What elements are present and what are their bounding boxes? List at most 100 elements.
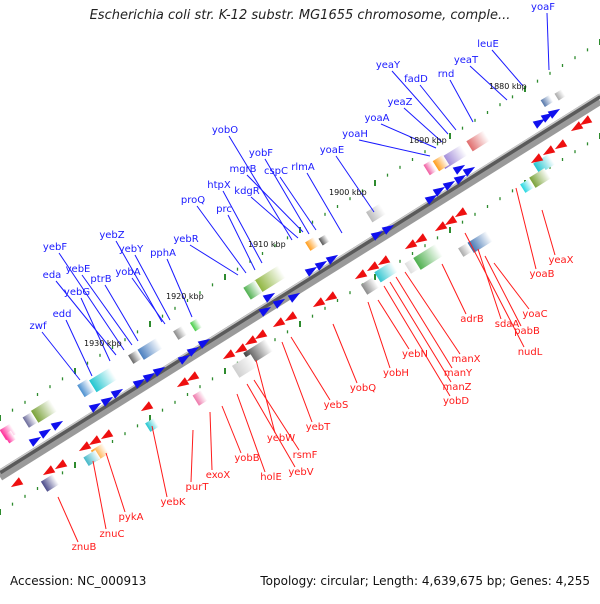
forward-gene-label[interactable]: rnd [438, 69, 455, 80]
forward-gene-label[interactable]: proQ [181, 195, 205, 206]
reverse-gene-label[interactable]: pykA [119, 512, 144, 523]
reverse-gene-label[interactable]: yobQ [350, 383, 376, 394]
forward-gene-label[interactable]: zwf [30, 321, 47, 332]
gene-feature-block[interactable] [466, 130, 490, 152]
forward-gene-label[interactable]: yobF [249, 148, 273, 159]
gene-feature-block[interactable] [423, 160, 437, 176]
gene-feature-block[interactable] [467, 231, 493, 253]
gene-feature-block[interactable] [145, 418, 159, 432]
reverse-gene-label[interactable]: yebW [267, 433, 295, 444]
reverse-gene-label[interactable]: pabB [514, 326, 540, 337]
gene-feature-block[interactable] [77, 378, 95, 398]
forward-gene-label[interactable]: yeaZ [387, 97, 412, 108]
gene-feature-block[interactable] [128, 350, 142, 364]
forward-gene-label[interactable]: htpX [207, 180, 231, 191]
reverse-gene-label[interactable]: znuC [100, 529, 125, 540]
gene-feature-block[interactable] [305, 237, 319, 251]
forward-gene-label-line [189, 244, 239, 276]
reverse-gene-label-line [477, 248, 502, 320]
gene-feature-block[interactable] [189, 318, 203, 332]
forward-gene-label[interactable]: yoaH [342, 129, 368, 140]
gene-feature-block[interactable] [520, 179, 534, 193]
forward-gene-label[interactable]: yobO [212, 125, 238, 136]
forward-gene-label[interactable]: yebE [66, 264, 91, 275]
forward-strand-arrow [462, 166, 476, 177]
gene-feature-block[interactable] [529, 168, 551, 188]
reverse-gene-label[interactable]: yobD [443, 396, 469, 407]
gene-feature-block[interactable] [318, 234, 330, 246]
gene-feature-block[interactable] [374, 261, 398, 283]
reverse-gene-label[interactable]: nudL [518, 347, 543, 358]
forward-gene-label[interactable]: yeaT [454, 55, 479, 66]
reverse-gene-label[interactable]: sdaA [495, 319, 520, 330]
gene-feature-block[interactable] [30, 399, 58, 423]
forward-gene-label[interactable]: yeaY [376, 60, 401, 71]
reverse-gene-label[interactable]: yebK [161, 497, 186, 508]
gene-feature-block[interactable] [89, 367, 117, 393]
forward-gene-label[interactable]: yebF [43, 242, 67, 253]
gene-feature-block[interactable] [366, 203, 386, 223]
gene-feature-block[interactable] [173, 326, 187, 340]
forward-gene-label[interactable]: yebZ [99, 230, 124, 241]
forward-gene-label[interactable]: eda [43, 270, 62, 281]
forward-gene-label-line [491, 49, 524, 87]
forward-gene-label[interactable]: yoaF [531, 2, 555, 13]
reverse-gene-label[interactable]: znuB [72, 542, 97, 553]
reverse-gene-label[interactable]: yobB [234, 453, 259, 464]
reverse-strand-arrow [100, 429, 114, 440]
gene-feature-block[interactable] [540, 94, 554, 108]
reverse-gene-label[interactable]: manZ [442, 382, 471, 393]
forward-gene-label[interactable]: cspC [264, 166, 288, 177]
forward-gene-label[interactable]: ptrB [90, 274, 111, 285]
reverse-gene-label[interactable]: adrB [460, 314, 484, 325]
forward-gene-label[interactable]: yobA [115, 267, 140, 278]
reverse-gene-label[interactable]: manY [444, 368, 473, 379]
reverse-gene-label[interactable]: yeaX [548, 255, 573, 266]
gene-feature-block[interactable] [137, 338, 163, 360]
reverse-gene-label[interactable]: yebN [402, 349, 428, 360]
gene-feature-block[interactable] [243, 280, 263, 300]
gene-feature-block[interactable] [192, 390, 208, 406]
forward-gene-label-line [449, 79, 474, 123]
gene-feature-block[interactable] [432, 154, 450, 172]
forward-gene-label[interactable]: yebY [119, 244, 144, 255]
gene-feature-block[interactable] [554, 89, 566, 101]
gene-feature-block[interactable] [231, 354, 259, 378]
forward-gene-label[interactable]: fadD [404, 74, 428, 85]
forward-strand-arrow [547, 108, 561, 119]
reverse-gene-label[interactable]: yebV [288, 467, 313, 478]
reverse-gene-label[interactable]: exoX [206, 470, 231, 481]
reverse-gene-label[interactable]: yobH [383, 368, 409, 379]
reverse-strand-arrow [234, 343, 248, 354]
gene-feature-block[interactable] [83, 450, 101, 466]
forward-gene-label[interactable]: yebG [64, 287, 90, 298]
gene-feature-block[interactable] [22, 412, 38, 428]
forward-gene-label[interactable]: pphA [150, 248, 176, 259]
reverse-gene-label[interactable]: rsmF [293, 450, 318, 461]
forward-gene-label[interactable]: leuE [477, 39, 499, 50]
forward-gene-label[interactable]: mgrB [229, 164, 256, 175]
gene-feature-block[interactable] [254, 265, 286, 293]
gene-feature-block[interactable] [3, 430, 17, 444]
reverse-gene-label[interactable]: yebT [306, 422, 331, 433]
forward-gene-label[interactable]: edd [53, 309, 72, 320]
gene-feature-block[interactable] [533, 154, 555, 174]
forward-gene-label[interactable]: yoaA [364, 113, 389, 124]
gene-feature-block[interactable] [360, 277, 380, 295]
reverse-gene-label[interactable]: holE [260, 472, 282, 483]
gene-feature-block[interactable] [458, 243, 472, 257]
forward-gene-label[interactable]: prc [216, 204, 232, 215]
forward-gene-label[interactable]: kdgR [234, 186, 259, 197]
gene-feature-block[interactable] [40, 474, 60, 492]
reverse-gene-label[interactable]: yoaC [522, 309, 547, 320]
reverse-gene-label[interactable]: yebS [324, 400, 349, 411]
reverse-gene-label[interactable]: yoaB [529, 269, 554, 280]
forward-gene-label[interactable]: yoaE [320, 145, 344, 156]
reverse-gene-label[interactable]: purT [186, 482, 210, 493]
gene-feature-block[interactable] [413, 244, 443, 270]
forward-gene-label[interactable]: rlmA [291, 162, 315, 173]
reverse-gene-label[interactable]: manX [451, 354, 480, 365]
gene-feature-block[interactable] [404, 258, 420, 274]
forward-gene-label[interactable]: yebR [173, 234, 198, 245]
